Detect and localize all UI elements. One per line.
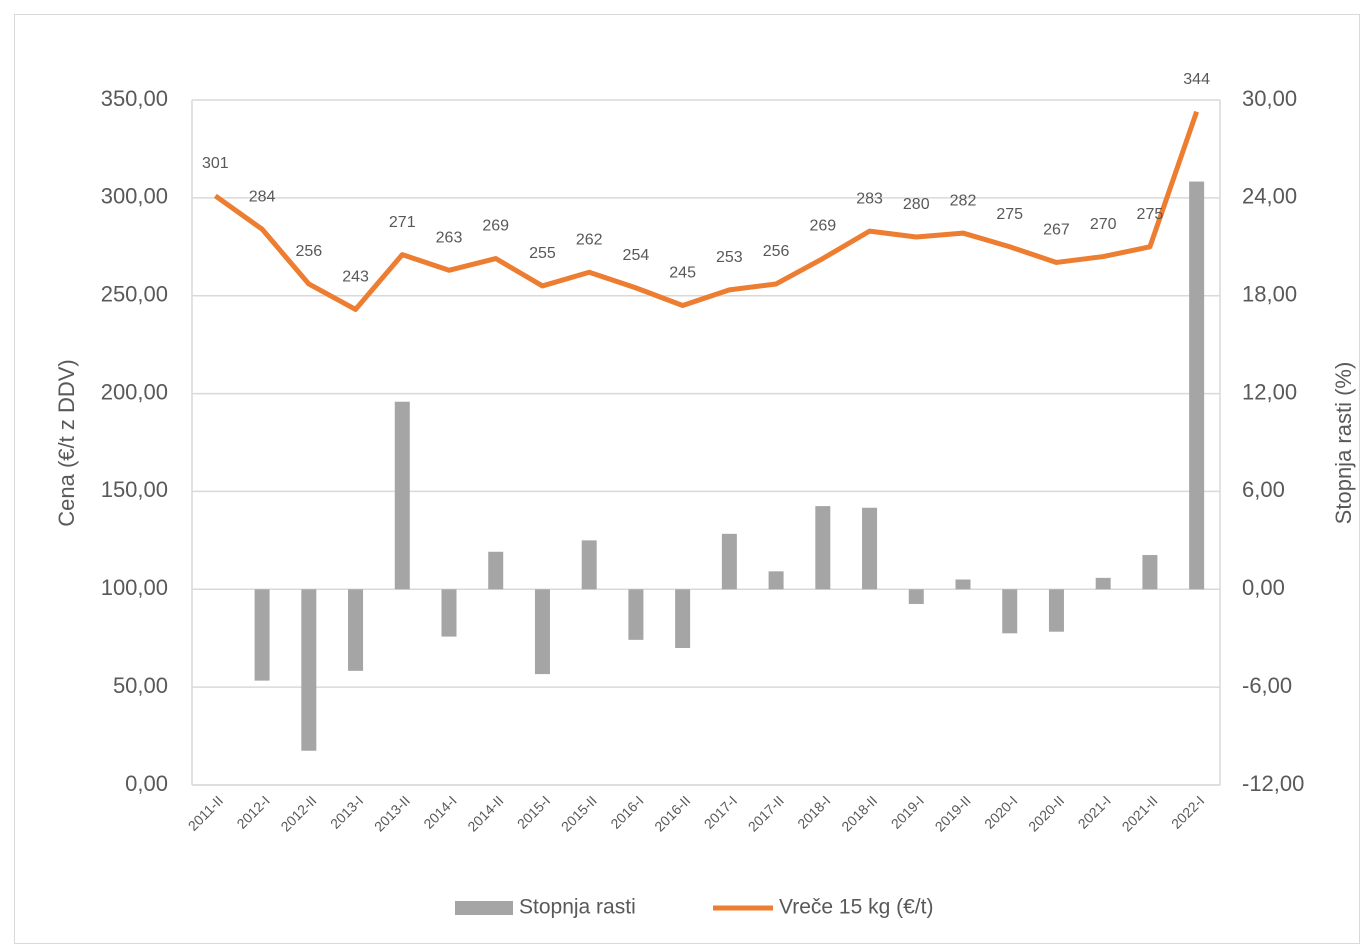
data-label: 280: [903, 196, 930, 213]
y-tick-label: 150,00: [101, 477, 168, 502]
y-tick-label: 350,00: [101, 86, 168, 111]
bar: [721, 533, 737, 590]
y2-tick-label: 12,00: [1242, 379, 1297, 404]
bar: [441, 589, 457, 637]
y2-tick-label: 0,00: [1242, 575, 1285, 600]
bar: [862, 507, 878, 590]
y2-tick-label: 24,00: [1242, 184, 1297, 209]
bar: [908, 589, 924, 604]
data-label: 269: [809, 218, 836, 235]
data-label: 255: [529, 245, 556, 262]
data-label: 256: [295, 243, 322, 260]
data-label: 253: [716, 249, 743, 266]
y2-tick-label: 6,00: [1242, 477, 1285, 502]
data-label: 263: [436, 229, 463, 246]
y2-tick-label: 30,00: [1242, 86, 1297, 111]
data-label: 283: [856, 190, 883, 207]
data-label: 254: [623, 247, 650, 264]
line: [213, 110, 1200, 312]
data-label: 271: [389, 214, 416, 231]
data-label: 284: [249, 188, 276, 205]
y-tick-label: 200,00: [101, 379, 168, 404]
y-tick-label: 300,00: [101, 184, 168, 209]
bar: [628, 589, 644, 640]
bar: [488, 551, 504, 590]
y-tick-label: 0,00: [125, 771, 168, 796]
legend-label: Stopnja rasti: [519, 896, 636, 919]
bar: [1189, 181, 1205, 590]
data-label: 282: [950, 192, 977, 209]
data-label: 344: [1183, 71, 1210, 88]
bar: [534, 589, 550, 675]
bar: [348, 589, 364, 671]
bar: [768, 571, 784, 590]
y2-axis-title: Stopnja rasti (%): [1331, 362, 1356, 525]
data-label: 301: [202, 155, 229, 172]
bar: [815, 506, 831, 590]
data-label: 269: [482, 218, 509, 235]
bar: [394, 401, 410, 590]
data-label: 262: [576, 231, 603, 248]
y2-tick-label: -12,00: [1242, 771, 1304, 796]
y2-tick-label: 18,00: [1242, 282, 1297, 307]
y-tick-label: 250,00: [101, 282, 168, 307]
data-label: 267: [1043, 222, 1070, 239]
bar: [955, 579, 971, 590]
bar: [581, 540, 597, 590]
bar: [254, 589, 270, 681]
bar: [1048, 589, 1064, 632]
y-tick-label: 50,00: [113, 673, 168, 698]
y2-tick-label: -6,00: [1242, 673, 1292, 698]
bar: [675, 589, 691, 648]
chart-border: [14, 14, 1360, 944]
y-tick-label: 100,00: [101, 575, 168, 600]
data-label: 270: [1090, 216, 1117, 233]
data-label: 245: [669, 265, 696, 282]
legend-swatch: [455, 901, 513, 915]
bar: [301, 589, 317, 751]
data-label: 275: [1137, 206, 1164, 223]
data-label: 256: [763, 243, 790, 260]
data-label: 243: [342, 269, 369, 286]
bar: [1095, 577, 1111, 590]
data-label: 275: [996, 206, 1023, 223]
y-axis-title: Cena (€/t z DDV): [54, 359, 79, 527]
legend-label: Vreče 15 kg (€/t): [779, 896, 933, 919]
bar: [1002, 589, 1018, 634]
bar: [1142, 555, 1158, 590]
